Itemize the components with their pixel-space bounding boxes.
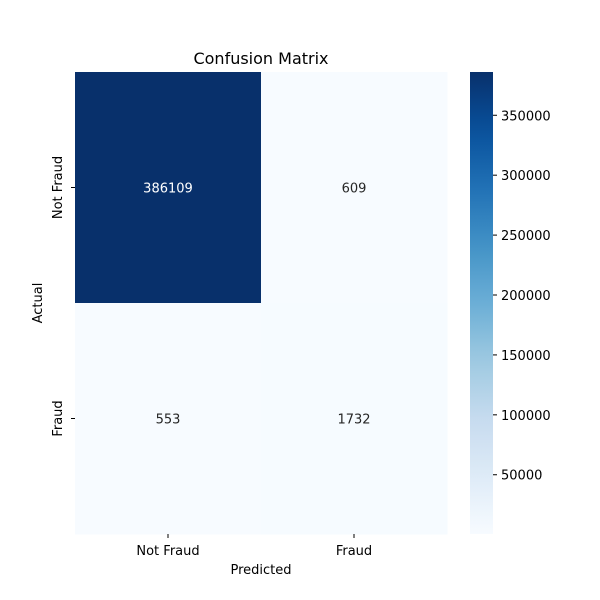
colorbar: 50000 100000 150000 200000 250000 300000 35000… (470, 72, 551, 534)
colorbar-tick-label: 300000 (501, 169, 551, 184)
colorbar-tick-label: 100000 (501, 409, 551, 424)
cell-value-label: 1732 (337, 413, 370, 428)
y-tick-label: Fraud (51, 400, 66, 436)
cell-value-label: 386109 (143, 182, 193, 197)
chart-title: Confusion Matrix (193, 49, 328, 68)
y-axis-ticks: Not Fraud Fraud (51, 156, 75, 437)
colorbar-gradient (470, 72, 493, 534)
x-axis-ticks: Not Fraud Fraud (136, 534, 372, 559)
heatmap-cell (75, 72, 262, 304)
x-axis-label: Predicted (230, 563, 291, 578)
x-tick-label: Fraud (336, 544, 372, 559)
cell-value-label: 553 (156, 413, 181, 428)
heatmap-cells: 386109 609 553 1732 (75, 72, 448, 535)
colorbar-tick-label: 50000 (501, 469, 542, 484)
heatmap-cell (261, 303, 448, 535)
x-tick-label: Not Fraud (136, 544, 199, 559)
colorbar-tick-label: 250000 (501, 229, 551, 244)
heatmap-cell (261, 72, 448, 304)
colorbar-tick-label: 150000 (501, 349, 551, 364)
y-tick-label: Not Fraud (51, 156, 66, 219)
cell-value-label: 609 (342, 182, 367, 197)
heatmap-cell (75, 303, 262, 535)
y-axis-label: Actual (31, 283, 46, 324)
colorbar-tick-label: 200000 (501, 289, 551, 304)
colorbar-tick-label: 350000 (501, 109, 551, 124)
